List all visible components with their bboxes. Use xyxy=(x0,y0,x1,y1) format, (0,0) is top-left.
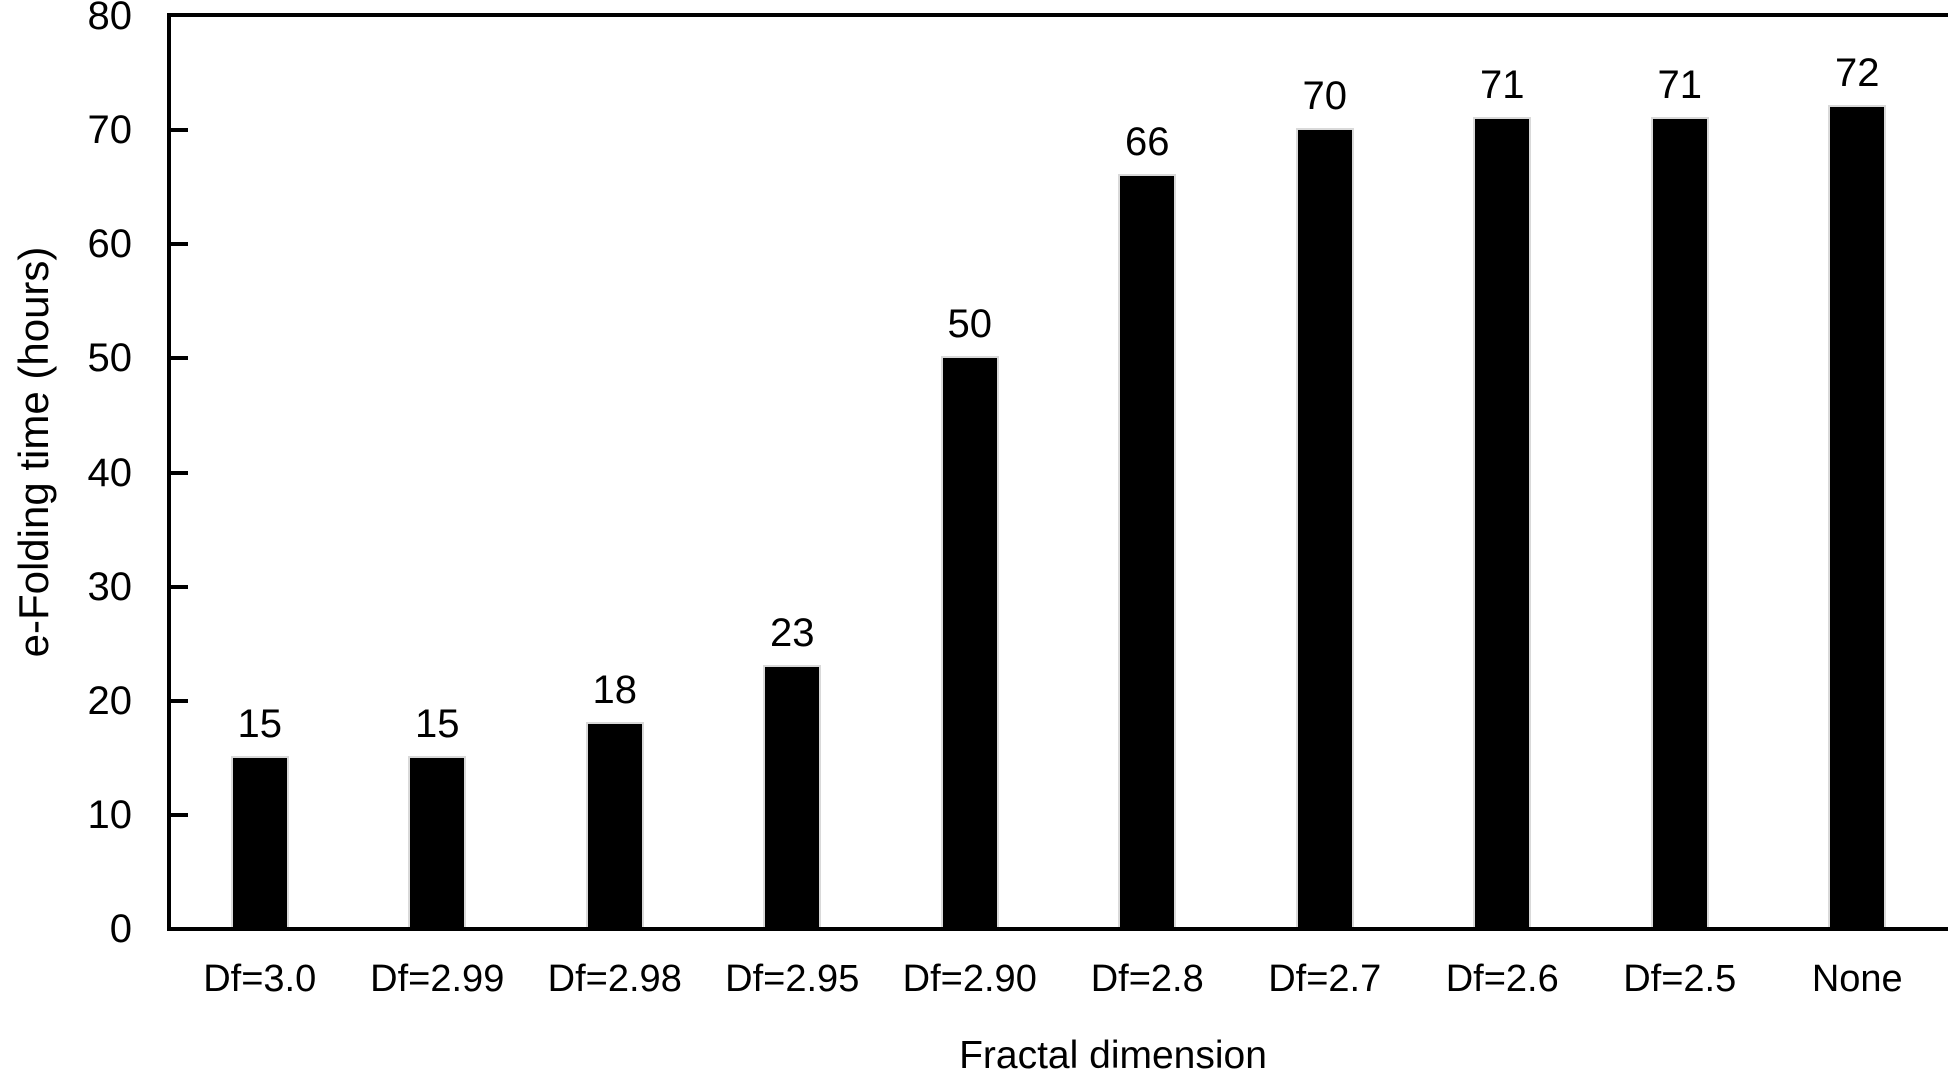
x-category-label: Df=2.6 xyxy=(1445,958,1559,1000)
bar xyxy=(585,722,644,927)
y-tick-label: 80 xyxy=(87,0,133,38)
bar-value-label: 15 xyxy=(237,702,283,746)
bar xyxy=(408,756,467,927)
y-tick-label: 70 xyxy=(87,108,133,153)
y-tick-label: 40 xyxy=(87,450,133,495)
y-tick xyxy=(171,584,188,589)
bar-slot: 23 xyxy=(704,14,882,927)
bar-slot: 71 xyxy=(1591,14,1769,927)
bar-value-label: 71 xyxy=(1657,63,1703,107)
x-category-label: Df=2.99 xyxy=(370,958,505,1000)
y-tick xyxy=(171,242,188,247)
y-tick xyxy=(171,356,188,361)
x-axis-title: Fractal dimension xyxy=(959,1034,1267,1077)
bar-slot: 15 xyxy=(171,14,349,927)
bar-slot: 50 xyxy=(881,14,1059,927)
bar-slot: 70 xyxy=(1236,14,1414,927)
x-axis-line xyxy=(167,927,1948,931)
x-category-label: Df=2.98 xyxy=(547,958,682,1000)
x-axis-category-labels: Df=3.0 Df=2.99 Df=2.98 Df=2.95 Df=2.90 Df=2.8… xyxy=(171,957,1946,1001)
bar xyxy=(940,356,999,927)
x-category-label: Df=2.8 xyxy=(1090,958,1204,1000)
x-category-label: None xyxy=(1811,958,1903,1000)
bar-slot: 72 xyxy=(1769,14,1947,927)
plot-top-border xyxy=(167,13,1948,17)
x-category-label: Df=2.90 xyxy=(902,958,1037,1000)
y-tick-label: 20 xyxy=(87,678,133,723)
y-axis-line xyxy=(167,14,171,931)
bar-value-label: 15 xyxy=(415,702,460,746)
y-axis-title: e-Folding time (hours) xyxy=(10,246,57,658)
y-tick xyxy=(171,812,188,817)
bar-value-label: 23 xyxy=(770,611,815,655)
bar-value-label: 66 xyxy=(1125,120,1170,164)
bar-value-label: 72 xyxy=(1835,51,1880,95)
y-tick xyxy=(171,128,188,133)
y-tick-label: 0 xyxy=(109,907,132,951)
x-category-label: Df=3.0 xyxy=(203,958,317,1000)
plot-area: 15 15 18 23 50 66 70 71 71 72 xyxy=(171,14,1946,927)
bar-value-label: 18 xyxy=(592,668,638,712)
y-tick-label: 30 xyxy=(87,564,133,609)
bar xyxy=(1828,105,1887,927)
bar xyxy=(1473,117,1532,927)
bar-slot: 66 xyxy=(1059,14,1237,927)
bar-value-label: 71 xyxy=(1480,63,1525,107)
bar-slot: 18 xyxy=(526,14,704,927)
x-category-label: Df=2.95 xyxy=(725,958,860,1000)
x-category-label: Df=2.7 xyxy=(1268,958,1382,1000)
y-tick-label: 60 xyxy=(87,222,133,267)
bar xyxy=(1295,128,1354,927)
bar xyxy=(763,665,822,927)
bar xyxy=(1650,117,1709,927)
bar xyxy=(1118,174,1177,927)
y-tick-label: 10 xyxy=(87,792,133,837)
bar-slot: 71 xyxy=(1414,14,1592,927)
bar-slot: 15 xyxy=(349,14,527,927)
bar xyxy=(230,756,289,927)
y-tick xyxy=(171,698,188,703)
bar-value-label: 70 xyxy=(1302,74,1348,118)
y-tick xyxy=(171,470,188,475)
y-tick-label: 50 xyxy=(87,336,133,381)
x-category-label: Df=2.5 xyxy=(1623,958,1737,1000)
bar-value-label: 50 xyxy=(947,302,993,346)
